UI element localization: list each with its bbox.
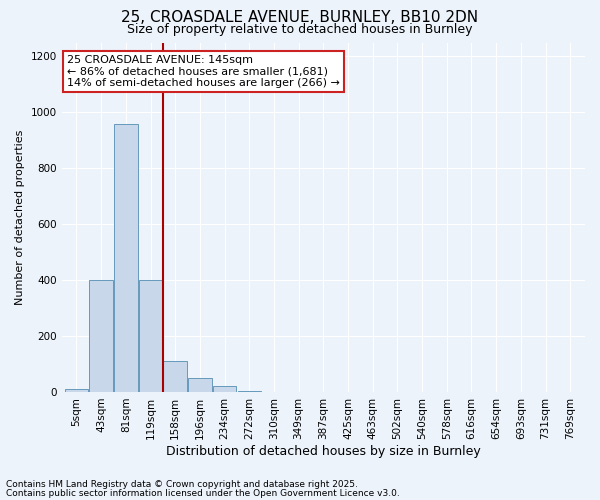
Text: Size of property relative to detached houses in Burnley: Size of property relative to detached ho… — [127, 22, 473, 36]
Bar — [238, 390, 261, 392]
Bar — [65, 389, 88, 392]
X-axis label: Distribution of detached houses by size in Burnley: Distribution of detached houses by size … — [166, 444, 481, 458]
Bar — [163, 361, 187, 392]
Text: Contains HM Land Registry data © Crown copyright and database right 2025.: Contains HM Land Registry data © Crown c… — [6, 480, 358, 489]
Text: Contains public sector information licensed under the Open Government Licence v3: Contains public sector information licen… — [6, 488, 400, 498]
Bar — [114, 124, 137, 392]
Bar — [139, 280, 162, 392]
Text: 25, CROASDALE AVENUE, BURNLEY, BB10 2DN: 25, CROASDALE AVENUE, BURNLEY, BB10 2DN — [121, 10, 479, 25]
Y-axis label: Number of detached properties: Number of detached properties — [15, 130, 25, 305]
Bar — [213, 386, 236, 392]
Bar — [89, 280, 113, 392]
Bar — [188, 378, 212, 392]
Text: 25 CROASDALE AVENUE: 145sqm
← 86% of detached houses are smaller (1,681)
14% of : 25 CROASDALE AVENUE: 145sqm ← 86% of det… — [67, 54, 340, 88]
